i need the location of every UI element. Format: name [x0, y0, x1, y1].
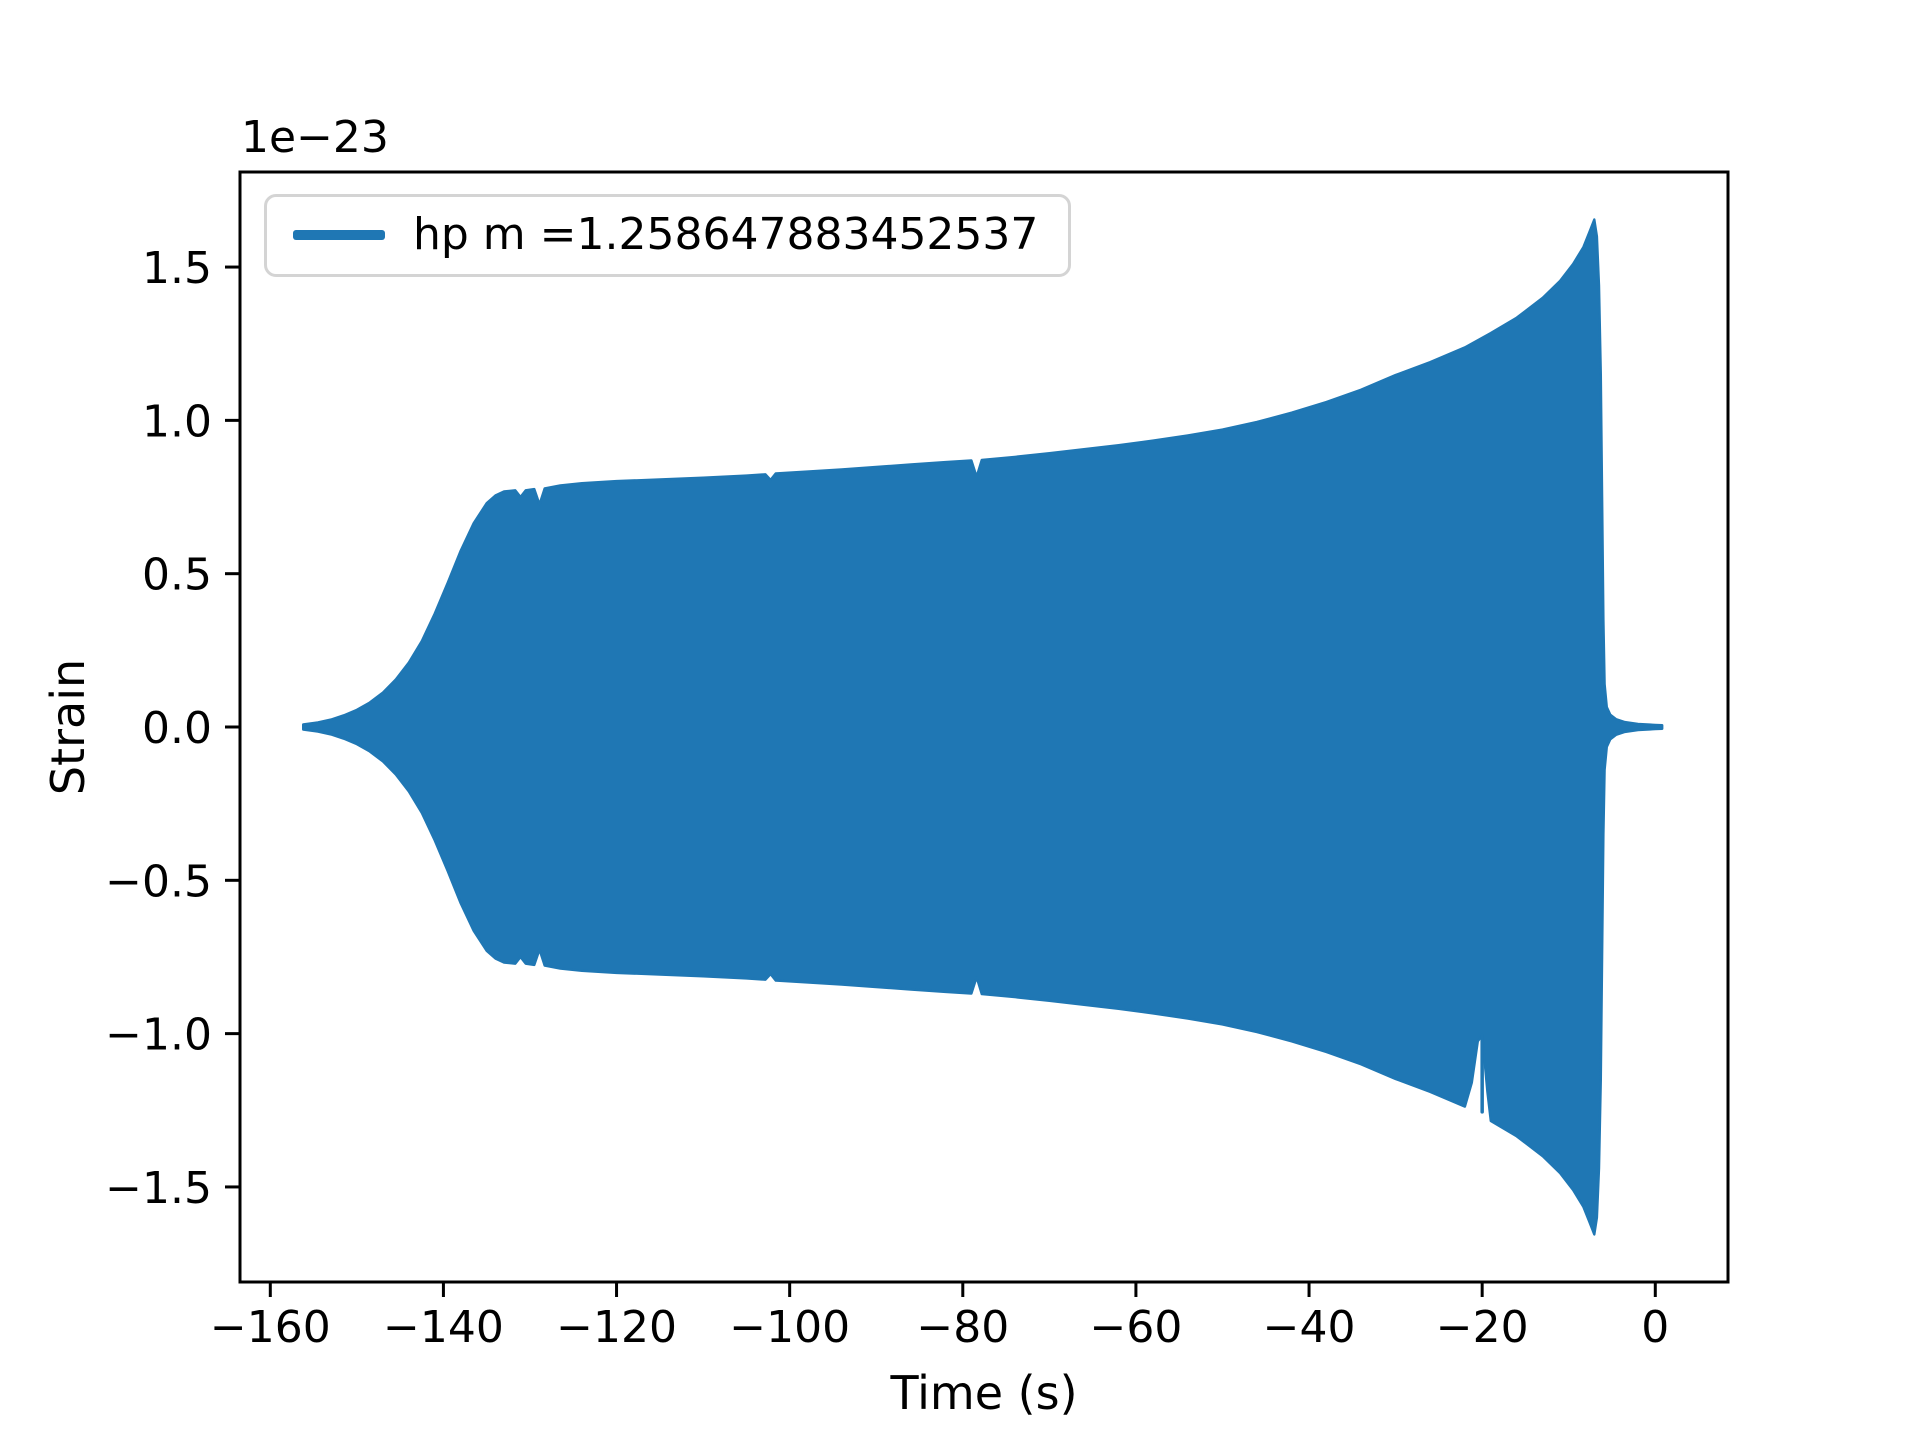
x-tick-label: −80	[916, 1302, 1009, 1353]
x-tick-label: −140	[383, 1302, 504, 1353]
x-tick-label: 0	[1641, 1302, 1669, 1353]
x-tick-label: −60	[1089, 1302, 1182, 1353]
x-axis-label: Time (s)	[890, 1366, 1078, 1420]
legend-line-sample	[293, 229, 385, 240]
x-tick-label: −120	[556, 1302, 677, 1353]
y-tick-label: 0.5	[142, 550, 212, 601]
x-tick-label: −40	[1263, 1302, 1356, 1353]
legend: hp m =1.258647883452537	[264, 194, 1072, 277]
legend-label: hp m =1.258647883452537	[413, 209, 1039, 260]
y-tick-label: −1.5	[105, 1163, 212, 1214]
x-tick-label: −160	[210, 1302, 331, 1353]
y-tick-label: 0.0	[142, 703, 212, 754]
y-tick-label: −1.0	[105, 1010, 212, 1061]
y-tick-label: −0.5	[105, 856, 212, 907]
x-tick-label: −100	[729, 1302, 850, 1353]
x-tick-label: −20	[1436, 1302, 1529, 1353]
y-axis-offset-text: 1e−23	[241, 112, 389, 163]
waveform-envelope	[302, 218, 1664, 1236]
y-tick-label: 1.5	[142, 243, 212, 294]
y-axis-label: Strain	[41, 658, 95, 796]
y-tick-label: 1.0	[142, 396, 212, 447]
